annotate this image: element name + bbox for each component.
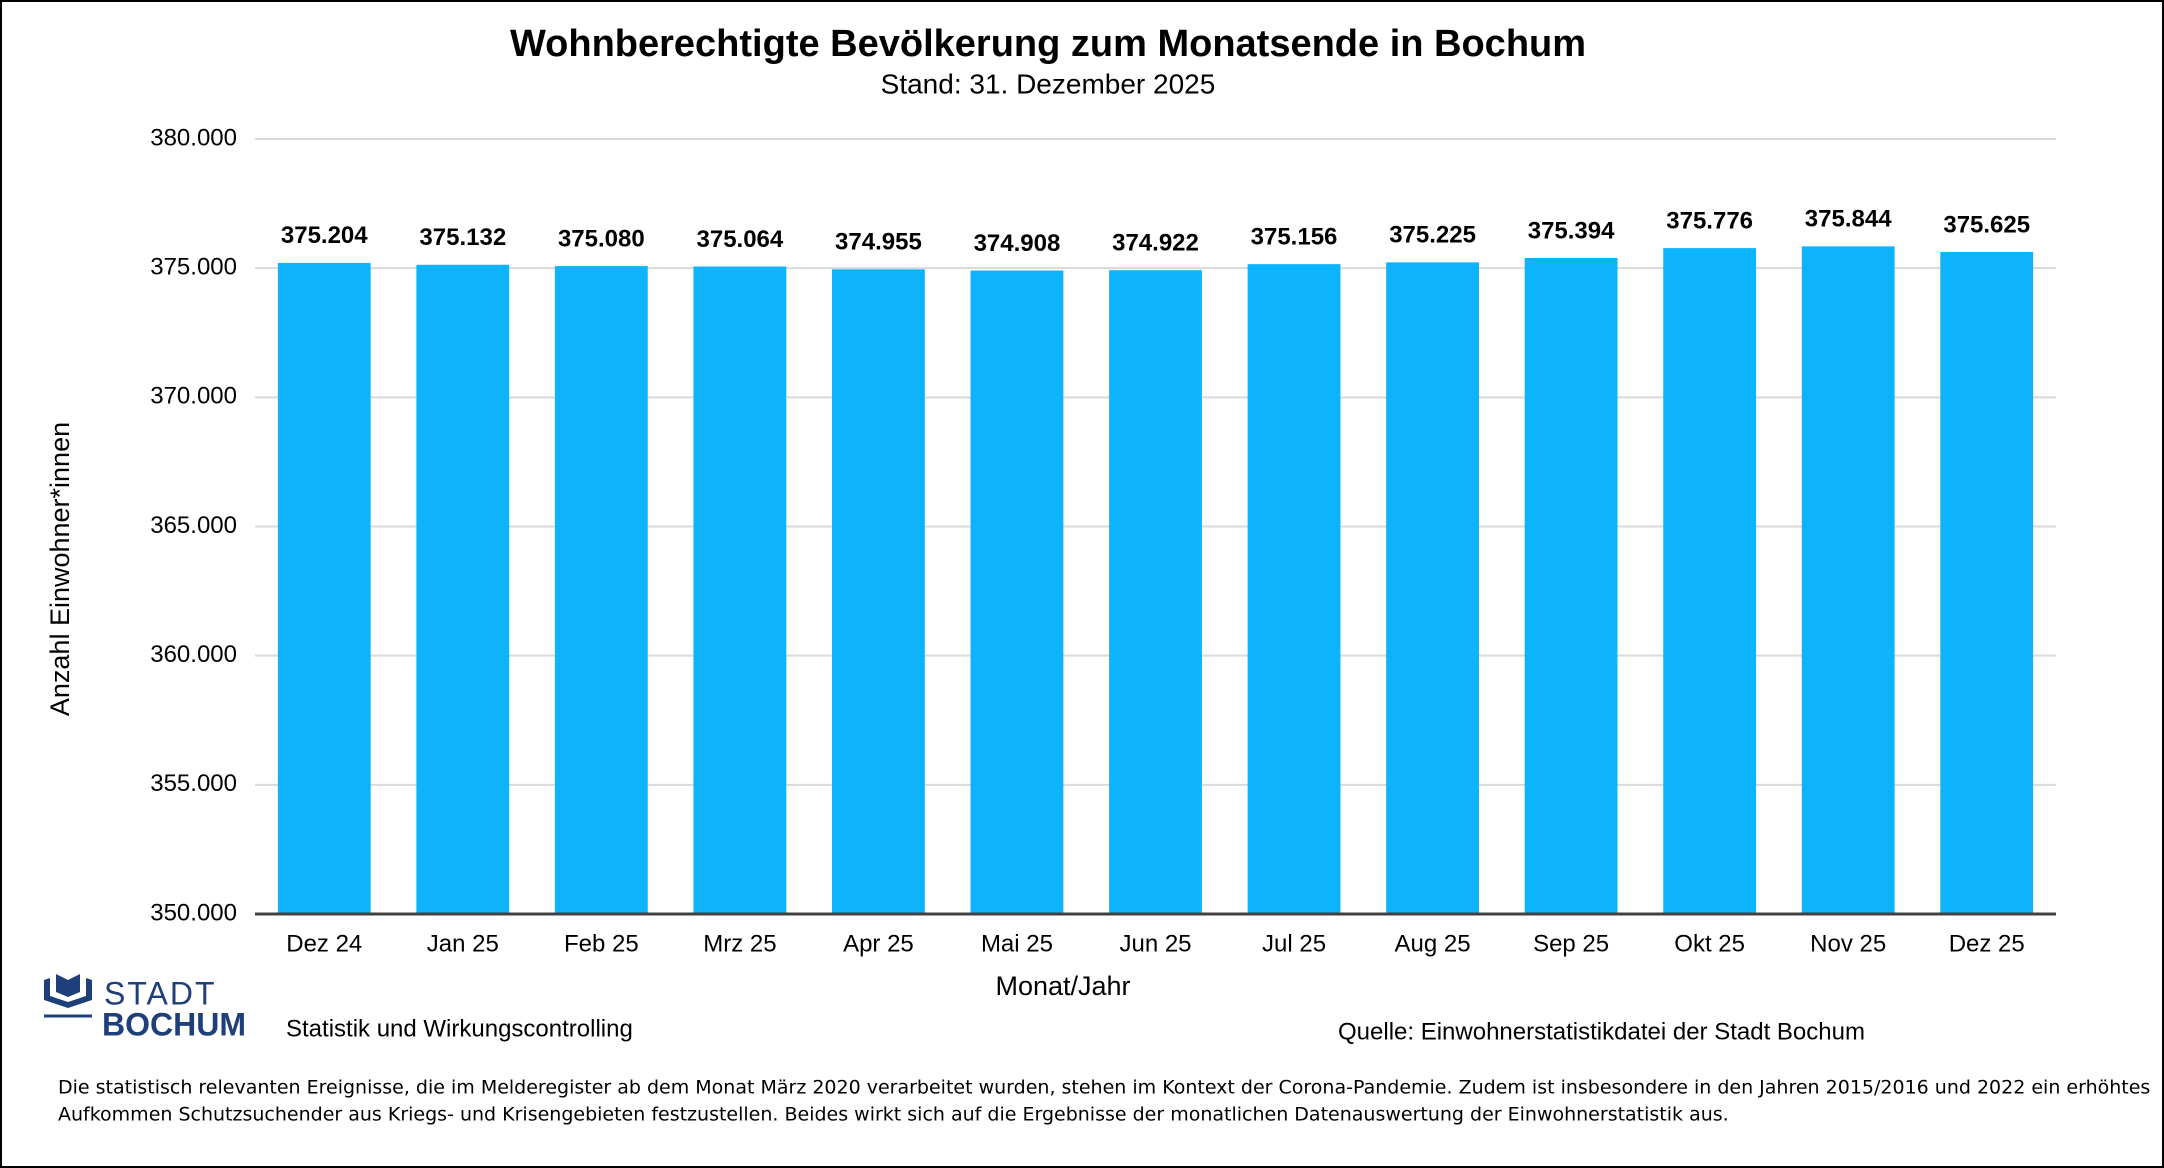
bar [277, 262, 371, 914]
value-label: 375.394 [1528, 217, 1615, 244]
y-tick-label: 350.000 [150, 899, 237, 926]
chart-subtitle: Stand: 31. Dezember 2025 [881, 68, 1216, 99]
x-tick-label: Jul 25 [1262, 930, 1326, 957]
logo-line2: BOCHUM [102, 1006, 246, 1042]
value-label: 375.204 [281, 222, 368, 249]
x-tick-label: Dez 25 [1949, 930, 2025, 957]
logo: STADT BOCHUM Statistik und Wirkungscontr… [44, 974, 633, 1042]
x-tick-label: Okt 25 [1674, 930, 1745, 957]
bar [1663, 248, 1757, 914]
bar [554, 266, 648, 915]
logo-line1: STADT [104, 975, 217, 1011]
bar [832, 269, 925, 914]
bar [1109, 270, 1202, 915]
value-label: 375.064 [697, 226, 784, 253]
y-tick-label: 380.000 [150, 124, 237, 151]
y-tick-label: 375.000 [150, 254, 237, 281]
value-label: 375.844 [1805, 206, 1892, 233]
value-label: 374.955 [835, 229, 922, 256]
bar [1247, 264, 1341, 914]
value-label: 374.908 [974, 230, 1061, 257]
footnote: Die statistisch relevanten Ereignisse, d… [58, 1077, 2150, 1099]
x-tick-label: Apr 25 [843, 930, 914, 957]
bar [693, 266, 787, 915]
y-tick-label: 355.000 [150, 770, 237, 797]
y-tick-label: 360.000 [150, 641, 237, 668]
value-label: 375.156 [1251, 223, 1338, 250]
y-tick-label: 365.000 [150, 512, 237, 539]
logo-icon [44, 974, 92, 1008]
value-label: 374.922 [1112, 230, 1199, 257]
x-tick-label: Mrz 25 [703, 930, 776, 957]
chart-title: Wohnberechtigte Bevölkerung zum Monatsen… [510, 23, 1586, 65]
value-label: 375.225 [1389, 222, 1476, 249]
value-label: 375.080 [558, 225, 645, 252]
x-tick-label: Mai 25 [981, 930, 1053, 957]
x-tick-label: Nov 25 [1810, 930, 1886, 957]
x-tick-label: Feb 25 [564, 930, 639, 957]
y-tick-label: 370.000 [150, 383, 237, 410]
value-label: 375.776 [1666, 207, 1753, 234]
x-tick-label: Jan 25 [427, 930, 499, 957]
value-label: 375.132 [419, 224, 506, 251]
x-tick-label: Sep 25 [1533, 930, 1609, 957]
source: Quelle: Einwohnerstatistikdatei der Stad… [1338, 1018, 1865, 1045]
x-axis-title: Monat/Jahr [995, 971, 1130, 1001]
value-label: 375.625 [1943, 211, 2030, 238]
x-tick-label: Jun 25 [1119, 930, 1191, 957]
bar [416, 264, 510, 914]
bar [1801, 246, 1895, 914]
y-axis-title: Anzahl Einwohner*innen [45, 422, 75, 716]
bar [1940, 252, 2034, 915]
x-tick-label: Aug 25 [1395, 930, 1471, 957]
footnote: Aufkommen Schutzsuchender aus Kriegs- un… [58, 1104, 1729, 1126]
bar [1386, 262, 1479, 915]
x-tick-label: Dez 24 [286, 930, 362, 957]
department: Statistik und Wirkungscontrolling [286, 1015, 633, 1042]
bar [970, 270, 1064, 914]
bar [1524, 257, 1618, 914]
